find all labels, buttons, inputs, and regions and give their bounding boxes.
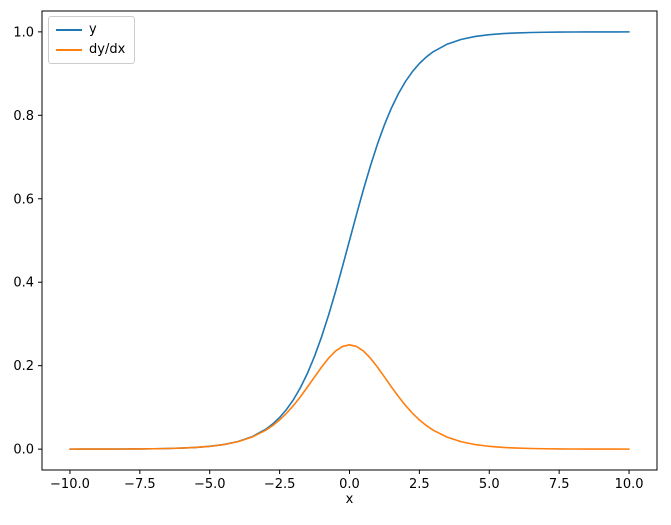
- legend-entry-dydx: dy/dx: [56, 42, 125, 57]
- legend-label-dydx: dy/dx: [89, 42, 126, 57]
- y-tick-label: 0.8: [13, 109, 34, 124]
- legend-line-y-icon: [56, 28, 82, 31]
- x-tick-label: −2.5: [264, 477, 296, 492]
- x-tick-label: 10.0: [615, 477, 644, 492]
- series-line-y: [69, 31, 630, 450]
- x-tick-label: 5.0: [479, 477, 500, 492]
- y-tick-label: 0.2: [13, 359, 34, 374]
- series-line-dydx: [69, 344, 630, 450]
- legend-entry-y: y: [56, 22, 125, 37]
- y-tick-label: 0.4: [13, 276, 34, 291]
- x-tick-label: −7.5: [124, 477, 156, 492]
- x-tick-label: 7.5: [549, 477, 570, 492]
- legend: y dy/dx: [48, 16, 136, 64]
- x-axis-label: x: [345, 492, 354, 507]
- x-tick-label: 0.0: [339, 477, 360, 492]
- legend-label-y: y: [89, 22, 97, 37]
- legend-line-dydx-icon: [56, 48, 82, 51]
- y-tick-label: 1.0: [13, 25, 34, 40]
- x-tick-label: −10.0: [50, 477, 90, 492]
- x-tick-label: −5.0: [194, 477, 226, 492]
- x-tick-label: 2.5: [409, 477, 430, 492]
- y-tick-label: 0.6: [13, 192, 34, 207]
- y-tick-label: 0.0: [13, 443, 34, 458]
